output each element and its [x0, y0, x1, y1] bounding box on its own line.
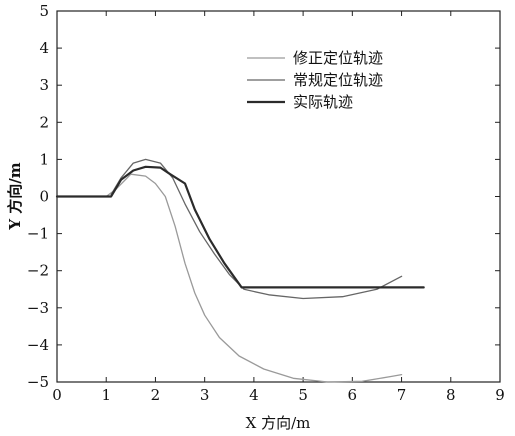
series-lines	[55, 158, 425, 383]
x-axis-title: X 方向/m	[246, 414, 311, 432]
series-line-3	[55, 165, 425, 289]
y-tick-label: −1	[27, 225, 49, 243]
y-tick-label: −2	[27, 262, 49, 280]
legend-label: 实际轨迹	[293, 93, 353, 111]
x-tick-label: 3	[200, 386, 210, 404]
series-line-2	[110, 158, 403, 300]
x-tick-label: 5	[298, 386, 308, 404]
series-line-1	[56, 173, 403, 383]
y-tick-label: 2	[39, 113, 49, 131]
y-tick-label: 0	[39, 188, 49, 206]
axis-ticks: 0 1 2 3 4 5 6 7 8 9 5 4 3 2 1 0 −1 −2 −3 −4 −5	[27, 2, 505, 404]
y-tick-label: 1	[39, 150, 49, 168]
y-tick-label: −4	[27, 336, 49, 354]
x-tick-label: 0	[52, 386, 62, 404]
y-tick-label: 4	[39, 39, 49, 57]
x-tick-label: 6	[348, 386, 358, 404]
x-tick-label: 8	[446, 386, 456, 404]
y-axis-title: Y 方向/m	[6, 162, 24, 230]
y-tick-label: 5	[39, 2, 49, 20]
x-tick-label: 4	[249, 386, 259, 404]
x-tick-label: 9	[495, 386, 505, 404]
plot-frame	[56, 10, 501, 383]
legend-label: 修正定位轨迹	[293, 49, 383, 67]
x-tick-label: 2	[151, 386, 161, 404]
y-tick-label: 3	[39, 76, 49, 94]
x-tick-label: 1	[101, 386, 111, 404]
legend-label: 常规定位轨迹	[293, 71, 383, 89]
y-tick-label: −3	[27, 299, 49, 317]
y-tick-label: −5	[27, 373, 49, 391]
x-tick-label: 7	[397, 386, 407, 404]
